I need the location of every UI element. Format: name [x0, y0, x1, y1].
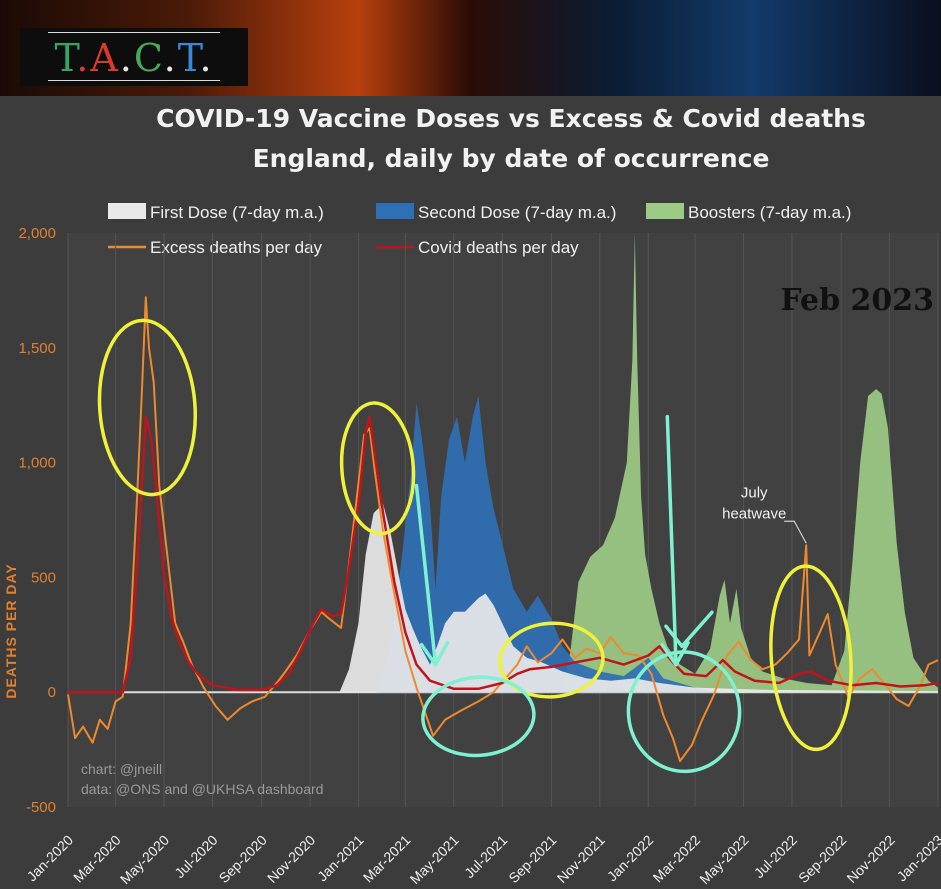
hand-drawn-check: [664, 610, 714, 649]
hand-drawn-arrow: [414, 483, 438, 667]
area-first-series: [339, 503, 938, 693]
legend-label: Covid deaths per day: [418, 238, 579, 257]
line-series: [67, 296, 939, 763]
logo-letter: T: [54, 36, 77, 80]
legend-swatch: [646, 203, 684, 219]
date-stamp: Feb 2023: [780, 283, 934, 318]
logo-letter: A: [90, 36, 120, 80]
y-tick-label: -500: [26, 799, 56, 816]
y-axis-label: DEATHS PER DAY: [3, 563, 19, 698]
logo-rule-bottom: [48, 80, 220, 81]
logo-letter: C: [133, 36, 164, 80]
logo-text: T.A.C.T.: [20, 36, 248, 80]
hand-drawn-arrowhead: [419, 640, 450, 667]
hand-drawn-circle: [421, 675, 536, 758]
hand-drawn-circle: [769, 564, 853, 752]
annotations: July heatwave: [722, 484, 807, 544]
y-tick-label: 1,500: [18, 340, 56, 357]
legend-swatch: [376, 203, 414, 219]
chart-subtitle: England, daily by date of occurrence: [253, 144, 770, 173]
hand-drawn-circle: [97, 318, 198, 497]
y-tick-label: 500: [31, 569, 56, 586]
tact-logo: T.A.C.T.: [20, 28, 248, 86]
line-excess-deaths: [67, 296, 939, 763]
logo-letter: .: [163, 36, 178, 80]
legend-label: First Dose (7-day m.a.): [150, 203, 324, 222]
line-covid-deaths: [68, 415, 939, 694]
chart-title: COVID-19 Vaccine Doses vs Excess & Covid…: [156, 104, 866, 133]
y-tick-label: 0: [48, 684, 56, 701]
annotation-label: heatwave: [722, 505, 786, 522]
annotation-leader: [784, 520, 807, 544]
hand-drawn-circle: [339, 401, 416, 536]
legend-label: Second Dose (7-day m.a.): [418, 203, 616, 222]
credit-chart: chart: @jneill: [81, 761, 162, 777]
hand-drawn-arrow: [665, 414, 678, 667]
hand-drawn-circle: [498, 621, 605, 699]
legend-swatch: [108, 203, 146, 219]
logo-rule-top: [48, 32, 220, 33]
logo-letter: .: [119, 36, 134, 80]
hand-drawn-marks: [97, 318, 853, 774]
plot-area: [68, 233, 938, 807]
chart-background: [0, 96, 941, 889]
covid-chart: COVID-19 Vaccine Doses vs Excess & Covid…: [0, 96, 941, 889]
legend-label: Excess deaths per day: [150, 238, 322, 257]
credit-data: data: @ONS and @UKHSA dashboard: [81, 781, 323, 797]
hand-drawn-circle: [626, 650, 742, 774]
y-tick-label: 1,000: [18, 455, 56, 472]
legend: First Dose (7-day m.a.) Second Dose (7-da…: [108, 203, 851, 257]
legend-label: Boosters (7-day m.a.): [688, 203, 851, 222]
y-tick-label: 2,000: [18, 225, 56, 242]
logo-letter: .: [199, 36, 214, 80]
logo-letter: T: [177, 36, 200, 80]
y-axis-ticks: 2,000 1,500 1,000 500 0 -500: [18, 225, 56, 816]
header-banner: T.A.C.T.: [0, 0, 941, 96]
logo-letter: .: [76, 36, 91, 80]
annotation-label: July: [741, 484, 768, 501]
hand-drawn-arrowhead: [660, 640, 690, 667]
